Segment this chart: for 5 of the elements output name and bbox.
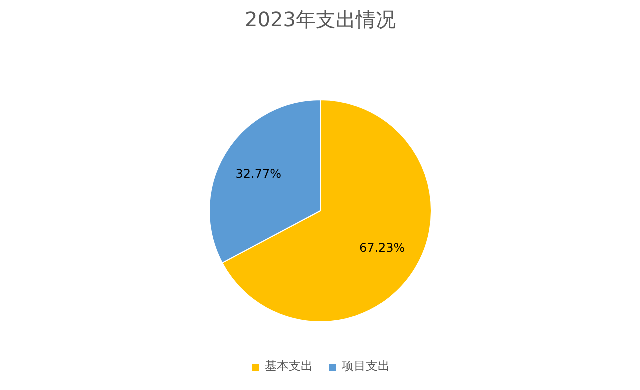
data-label: 67.23% [359,241,406,256]
legend-label: 项目支出 [342,358,390,375]
chart-title: 2023年支出情况 [245,8,396,32]
legend-label: 基本支出 [265,358,313,375]
data-label: 32.77% [236,166,282,181]
